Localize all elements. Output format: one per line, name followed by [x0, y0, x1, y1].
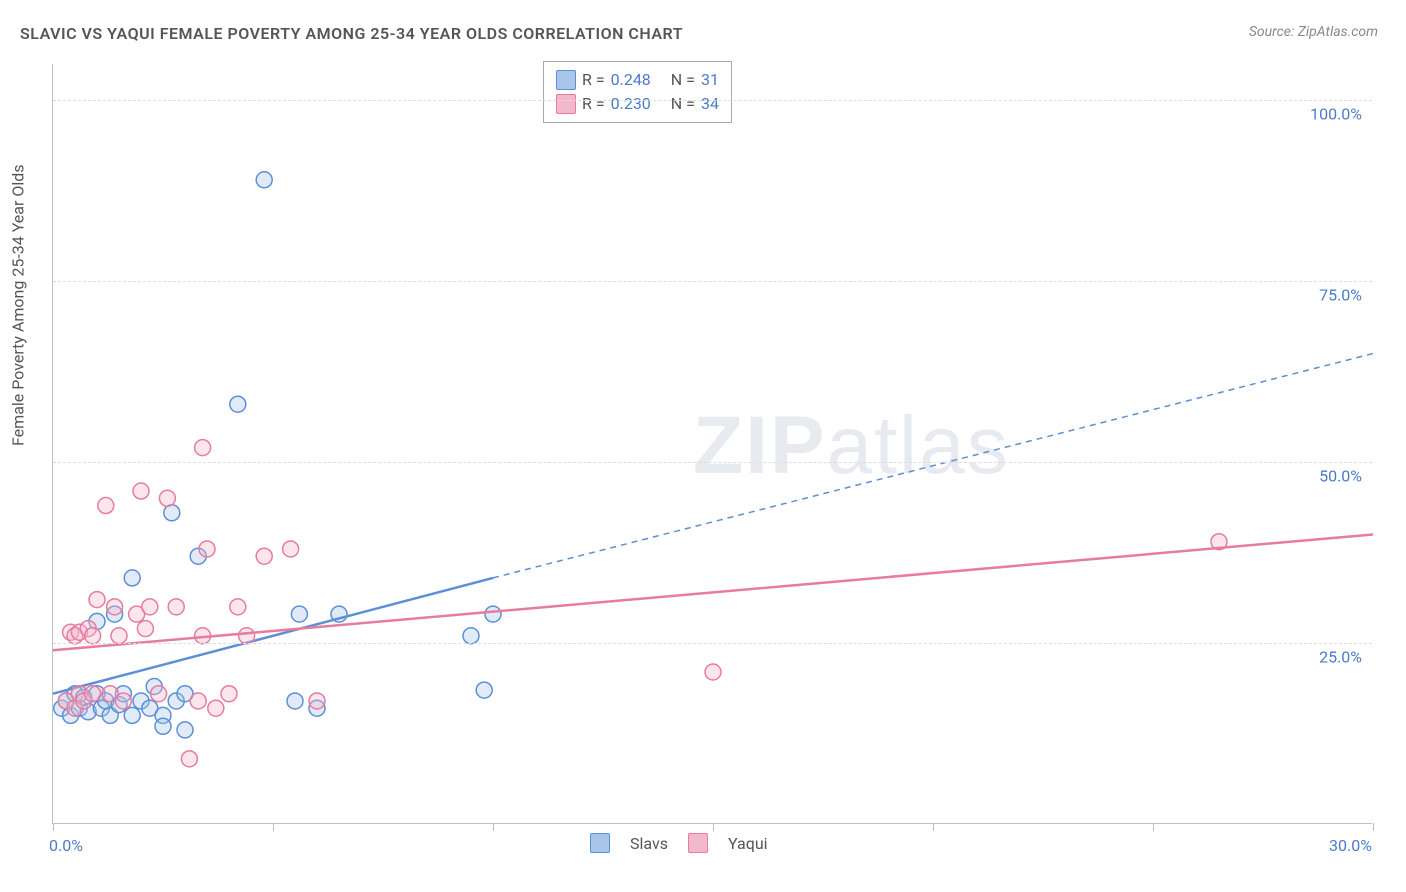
data-point — [137, 621, 153, 637]
legend-swatch-slavs — [556, 70, 576, 90]
x-tick — [273, 823, 274, 831]
y-axis-label: Female Poverty Among 25-34 Year Olds — [9, 164, 28, 446]
data-point — [705, 664, 721, 680]
data-point — [168, 599, 184, 615]
correlation-legend: R = 0.248 N = 31 R = 0.230 N = 34 — [543, 61, 732, 123]
data-point — [485, 606, 501, 622]
data-point — [124, 570, 140, 586]
bottom-swatch-yaqui — [688, 833, 708, 853]
legend-n-prefix: N = — [671, 92, 695, 116]
data-point — [177, 722, 193, 738]
x-tick — [53, 823, 54, 831]
x-tick — [713, 823, 714, 831]
data-point — [85, 686, 101, 702]
x-tick — [933, 823, 934, 831]
legend-swatch-yaqui — [556, 94, 576, 114]
data-point — [291, 606, 307, 622]
trend-line-extrapolated — [493, 354, 1373, 578]
x-tick — [1373, 823, 1374, 831]
data-point — [98, 498, 114, 514]
data-point — [142, 599, 158, 615]
grid-line — [53, 462, 1372, 463]
data-point — [85, 628, 101, 644]
bottom-swatch-slavs — [590, 833, 610, 853]
y-tick-label: 100.0% — [1310, 105, 1362, 124]
data-point — [111, 628, 127, 644]
chart-svg — [53, 64, 1372, 823]
source-label: Source: ZipAtlas.com — [1249, 24, 1378, 40]
y-tick-label: 25.0% — [1319, 648, 1362, 667]
plot-area: ZIPatlas R = 0.248 N = 31 R = 0.230 N = … — [52, 64, 1372, 824]
data-point — [133, 483, 149, 499]
data-point — [115, 693, 131, 709]
x-tick — [1153, 823, 1154, 831]
data-point — [190, 693, 206, 709]
legend-r-prefix: R = — [582, 68, 605, 92]
legend-r-slavs: 0.248 — [611, 68, 651, 92]
legend-r-prefix: R = — [582, 92, 605, 116]
data-point — [476, 682, 492, 698]
data-point — [287, 693, 303, 709]
series-legend: Slavs Yaqui — [590, 833, 768, 853]
data-point — [283, 541, 299, 557]
x-tick-label: 0.0% — [49, 836, 83, 855]
data-point — [199, 541, 215, 557]
data-point — [256, 548, 272, 564]
data-point — [208, 700, 224, 716]
data-point — [195, 440, 211, 456]
data-point — [230, 396, 246, 412]
series-name-slavs: Slavs — [630, 834, 668, 853]
data-point — [239, 628, 255, 644]
data-point — [181, 751, 197, 767]
legend-r-yaqui: 0.230 — [611, 92, 651, 116]
grid-line — [53, 643, 1372, 644]
y-tick-label: 50.0% — [1319, 467, 1362, 486]
data-point — [463, 628, 479, 644]
data-point — [151, 686, 167, 702]
legend-row-yaqui: R = 0.230 N = 34 — [556, 92, 719, 116]
x-tick — [493, 823, 494, 831]
x-tick-label: 30.0% — [1329, 836, 1372, 855]
data-point — [230, 599, 246, 615]
legend-row-slavs: R = 0.248 N = 31 — [556, 68, 719, 92]
data-point — [221, 686, 237, 702]
grid-line — [53, 281, 1372, 282]
data-point — [107, 599, 123, 615]
data-point — [124, 707, 140, 723]
legend-n-slavs: 31 — [701, 68, 719, 92]
chart-title: SLAVIC VS YAQUI FEMALE POVERTY AMONG 25-… — [20, 24, 683, 43]
data-point — [89, 592, 105, 608]
data-point — [256, 172, 272, 188]
data-point — [159, 490, 175, 506]
data-point — [155, 718, 171, 734]
trend-line — [53, 534, 1373, 650]
data-point — [164, 505, 180, 521]
legend-n-yaqui: 34 — [701, 92, 719, 116]
y-tick-label: 75.0% — [1319, 286, 1362, 305]
legend-n-prefix: N = — [671, 68, 695, 92]
data-point — [309, 693, 325, 709]
series-name-yaqui: Yaqui — [728, 834, 768, 853]
grid-line — [53, 100, 1372, 101]
